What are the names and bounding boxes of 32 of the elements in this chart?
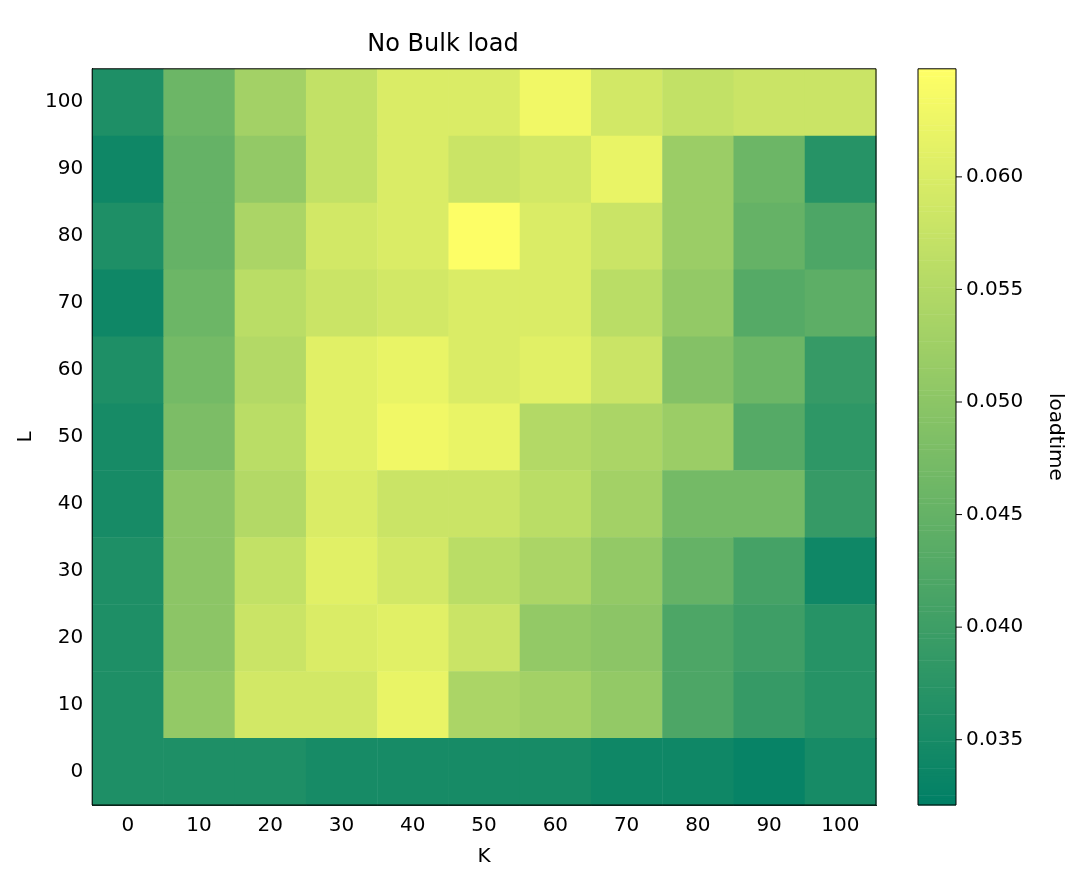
color-bar-label: 0.060 — [966, 163, 1024, 188]
y-tick-label: 40 — [57, 490, 84, 515]
x-tick-label: 30 — [328, 812, 355, 837]
x-tick-label: 60 — [542, 812, 569, 837]
y-tick-label: 90 — [57, 155, 84, 180]
y-tick-label: 60 — [57, 356, 84, 381]
y-tick-label: 70 — [57, 289, 84, 314]
y-tick-label: 30 — [57, 556, 84, 581]
y-axis-title: L — [12, 430, 37, 443]
color-bar-label: 0.055 — [966, 275, 1024, 300]
x-tick-label: 10 — [186, 812, 212, 837]
color-bar-title: loadtime — [1044, 392, 1069, 481]
y-tick-label: 10 — [57, 690, 84, 715]
x-tick-label: 90 — [756, 812, 782, 837]
chart-title: No Bulk load — [367, 28, 519, 57]
color-bar-label: 0.040 — [966, 613, 1024, 638]
x-tick-label: 20 — [257, 812, 284, 837]
x-tick-label: 100 — [821, 812, 860, 837]
x-axis-title: K — [477, 843, 492, 868]
x-tick-label: 40 — [400, 812, 426, 837]
color-bar-label: 0.045 — [966, 500, 1024, 525]
x-tick-label: 70 — [613, 812, 640, 837]
color-bar-label: 0.035 — [966, 725, 1024, 750]
y-tick-label: 100 — [44, 88, 84, 113]
x-tick-label: 80 — [685, 812, 711, 837]
y-tick-label: 20 — [57, 623, 84, 648]
y-tick-label: 50 — [57, 423, 84, 448]
y-tick-label: 0 — [70, 757, 84, 782]
color-bar-label: 0.050 — [966, 388, 1024, 413]
x-tick-label: 0 — [121, 812, 135, 837]
y-tick-label: 80 — [57, 222, 84, 247]
x-tick-label: 50 — [471, 812, 497, 837]
